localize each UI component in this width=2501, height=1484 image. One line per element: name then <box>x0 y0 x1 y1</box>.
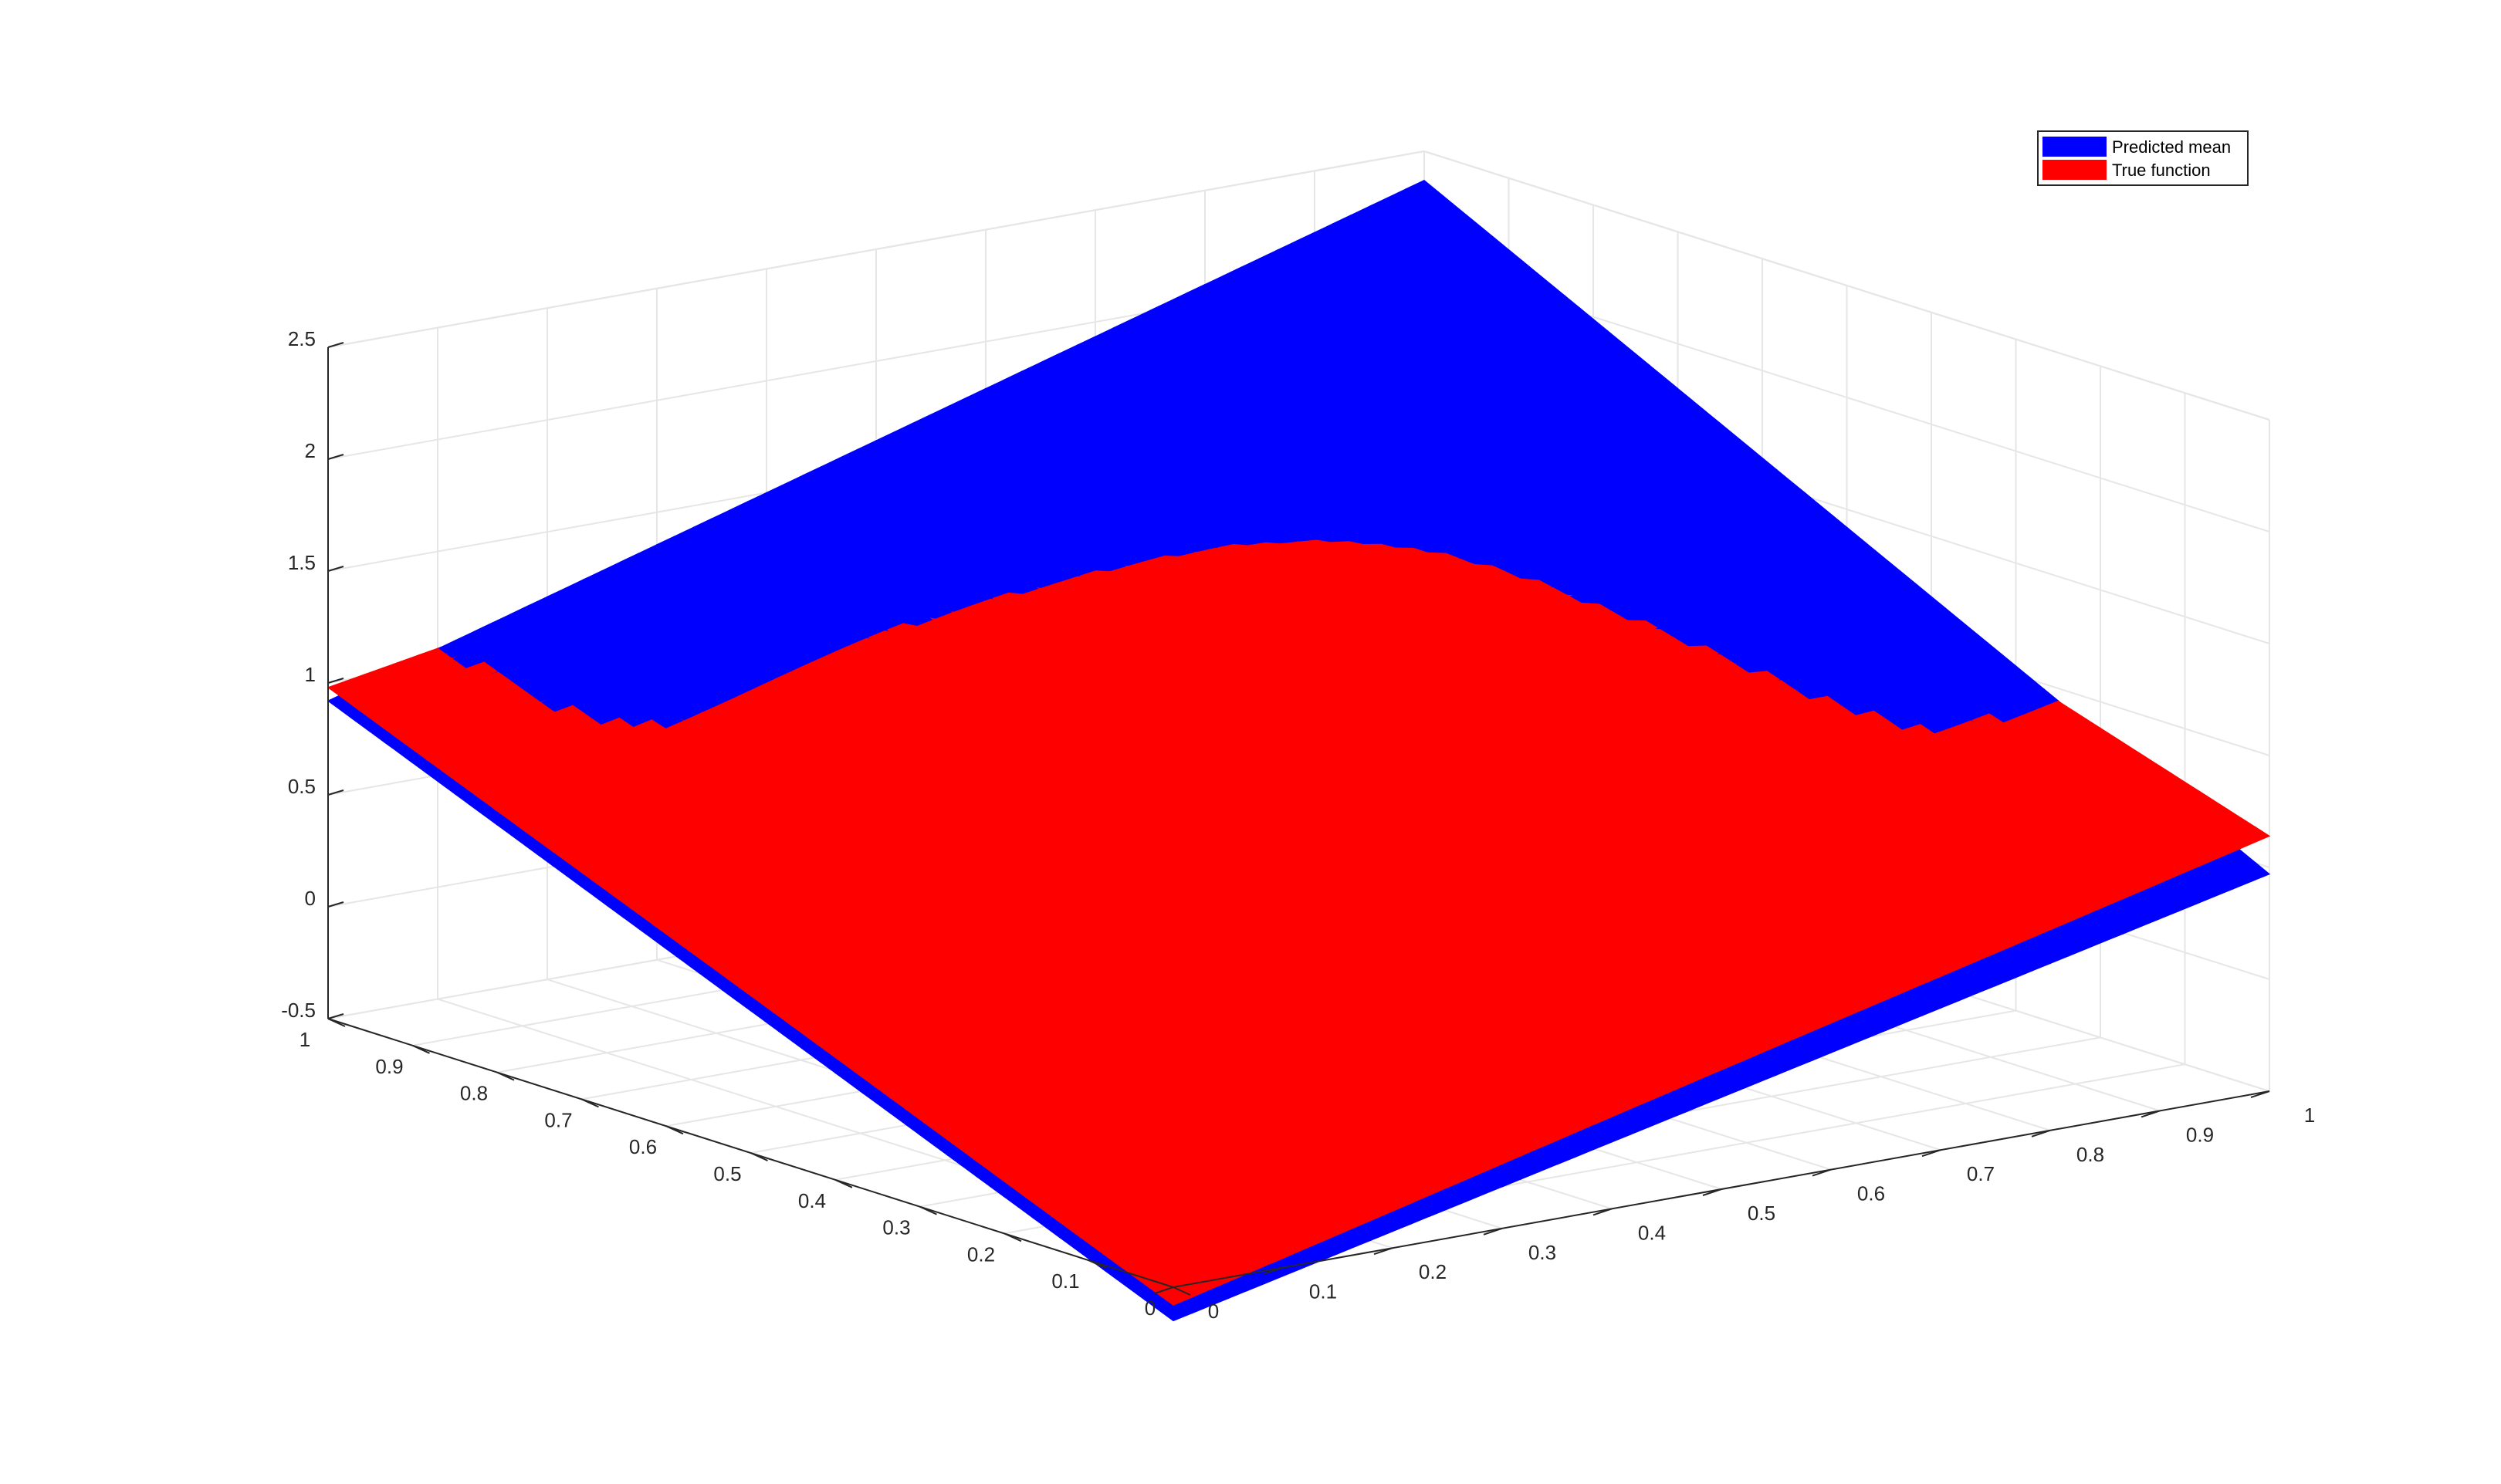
backwall-z-grid <box>1423 150 2270 421</box>
surfaces <box>327 179 2271 1322</box>
backwall-z-grid <box>327 150 1425 348</box>
